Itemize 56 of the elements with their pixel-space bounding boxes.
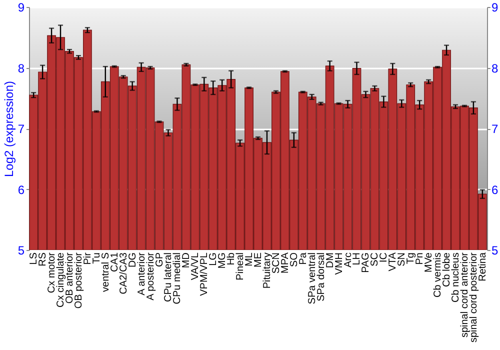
x-tick-label: SPa ventral bbox=[306, 252, 318, 304]
x-tick-label: Cx cingulate bbox=[56, 252, 67, 308]
x-tick-label: Pn bbox=[414, 252, 426, 265]
y-tick-label: 6 bbox=[18, 182, 25, 197]
x-tick-label: ventral S bbox=[100, 252, 112, 292]
x-tick-label: RS bbox=[38, 252, 49, 266]
x-tick-label: IC bbox=[378, 252, 390, 262]
y2-tick-label: 8 bbox=[492, 61, 498, 76]
x-tick-label: SPa dorsal bbox=[316, 252, 327, 302]
x-tick-label: spinal cord posterior bbox=[468, 252, 480, 343]
x-tick-label: spinal cord anterior bbox=[459, 252, 470, 338]
x-tick-label: Arc bbox=[342, 252, 354, 268]
x-tick-label: VTA bbox=[388, 252, 399, 272]
x-tick-label: A posterior bbox=[145, 252, 156, 300]
x-tick-label: Cb nucleus bbox=[450, 252, 462, 303]
x-tick-label: DG bbox=[127, 252, 138, 268]
x-tick-label: Cb lobe bbox=[442, 252, 453, 287]
x-tick-label: Pineal bbox=[235, 252, 246, 280]
y-axis-title: Log2 (expression) bbox=[2, 80, 16, 178]
x-tick-label: SO bbox=[288, 252, 300, 267]
y2-tick-label: 9 bbox=[492, 0, 498, 14]
x-tick-label: A anterior bbox=[136, 252, 148, 296]
y-tick-label: 8 bbox=[18, 61, 25, 76]
x-tick-label: OB anterior bbox=[64, 252, 76, 304]
y2-tick-label: 6 bbox=[492, 182, 498, 197]
x-tick-label: Tu bbox=[91, 252, 102, 264]
x-tick-label: ML bbox=[244, 252, 256, 266]
x-tick-label: MPA bbox=[280, 252, 291, 274]
x-tick-label: Pituitary bbox=[262, 252, 273, 289]
x-tick-label: CPu medial bbox=[172, 252, 184, 304]
x-tick-label: Tg bbox=[406, 252, 417, 264]
y-tick-label: 9 bbox=[18, 0, 25, 14]
x-tick-label: VMH bbox=[334, 252, 345, 275]
x-tick-label: PAG bbox=[360, 252, 372, 273]
x-tick-label: LH bbox=[352, 252, 363, 266]
x-tick-label: SC bbox=[370, 252, 381, 266]
x-tick-label: MVe bbox=[424, 252, 435, 273]
x-tick-label: OB posterior bbox=[73, 252, 84, 309]
y2-tick-label: 7 bbox=[492, 122, 498, 136]
x-tick-label: Retina bbox=[477, 252, 488, 282]
x-tick-label: SN bbox=[396, 252, 408, 266]
y2-tick-label: 5 bbox=[492, 244, 498, 258]
x-tick-label: Hb bbox=[226, 252, 238, 266]
x-tick-label: LS bbox=[28, 252, 40, 265]
y-tick-label: 7 bbox=[18, 122, 25, 136]
x-tick-label: Pa bbox=[298, 252, 309, 265]
x-tick-label: SCN bbox=[270, 252, 282, 274]
x-tick-label: DM bbox=[324, 252, 336, 268]
x-tick-label: CA1 bbox=[109, 252, 120, 272]
x-tick-label: Pir bbox=[82, 252, 94, 265]
x-tick-label: LG bbox=[208, 252, 220, 266]
x-tick-label: GP bbox=[154, 252, 166, 267]
x-tick-label: CA2/CA3 bbox=[118, 252, 130, 294]
y-tick-label: 5 bbox=[18, 244, 25, 258]
x-tick-label: ME bbox=[253, 252, 264, 268]
x-tick-label: VPM/VPL bbox=[199, 252, 210, 296]
